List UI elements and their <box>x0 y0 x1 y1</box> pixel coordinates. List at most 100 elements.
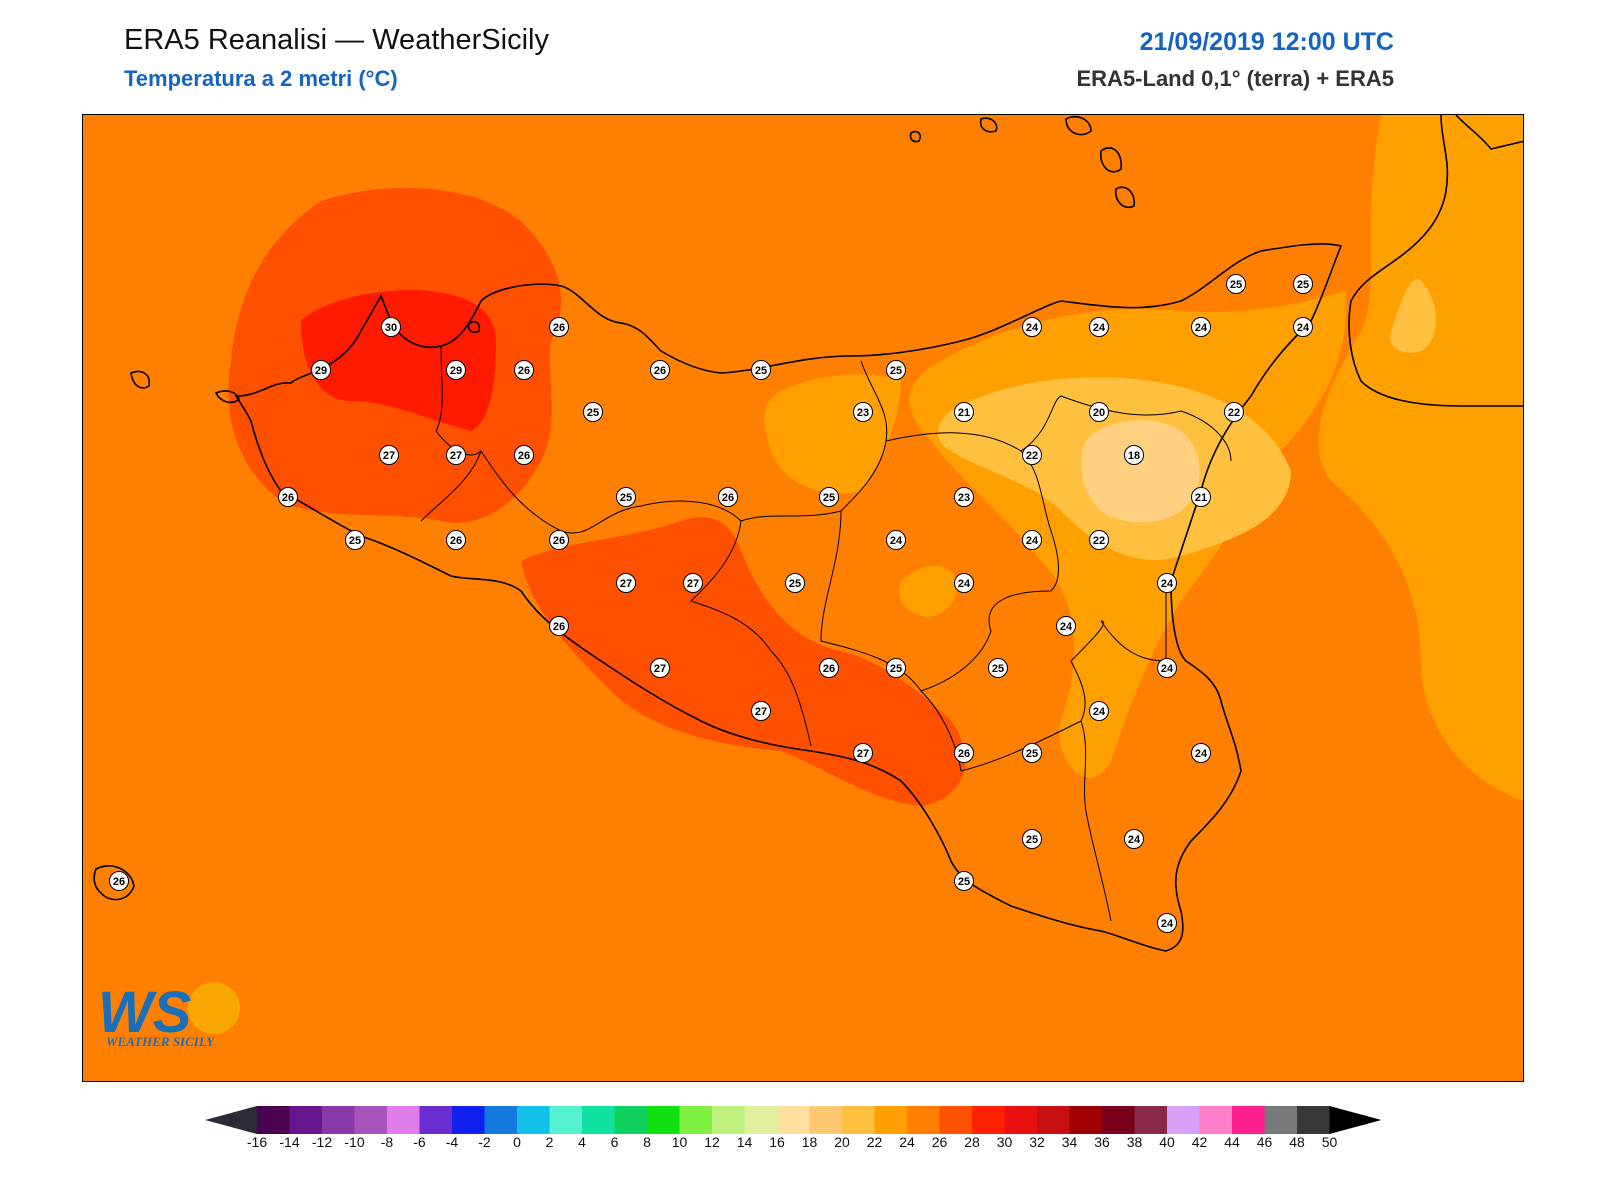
colorbar-tick-label: -4 <box>445 1134 459 1150</box>
border-agrigento-caltanissetta <box>690 520 812 747</box>
colorbar-segment <box>939 1106 973 1134</box>
station-value: 22 <box>1228 407 1240 419</box>
station-dot <box>1124 829 1144 849</box>
station-value: 24 <box>1195 748 1208 760</box>
province-borders <box>420 345 1232 922</box>
station-marker: 24 <box>1191 743 1211 763</box>
colorbar-tick-label: 14 <box>736 1134 753 1150</box>
colorbar-segment <box>614 1106 648 1134</box>
station-marker: 27 <box>616 573 636 593</box>
station-marker: 22 <box>1224 402 1244 422</box>
colorbar-tick-label: 12 <box>704 1134 720 1150</box>
station-value: 25 <box>349 535 361 547</box>
station-marker: 26 <box>819 658 839 678</box>
colorbar-segment <box>777 1106 810 1134</box>
station-dot <box>1056 616 1076 636</box>
station-dot <box>583 402 603 422</box>
station-marker: 26 <box>446 530 466 550</box>
station-value: 24 <box>1161 663 1174 675</box>
station-marker: 25 <box>785 573 805 593</box>
colorbar-tick-label: 50 <box>1321 1134 1338 1150</box>
colorbar-tick-label: 18 <box>801 1134 818 1150</box>
station-marker: 27 <box>683 573 703 593</box>
station-marker: 25 <box>751 360 771 380</box>
station-value: 24 <box>1161 918 1174 930</box>
colorbar-segment <box>1199 1106 1233 1134</box>
station-value: 27 <box>654 663 666 675</box>
station-dot <box>1224 402 1244 422</box>
station-dot <box>1022 743 1042 763</box>
station-marker: 24 <box>1293 317 1313 337</box>
map-canvas: 30 29 29 26 26 25 26 25 25 27 27 26 26 25 26 26 25 26 25 23… <box>93 115 1523 952</box>
station-marker: 25 <box>988 658 1008 678</box>
logo-graphic: WS WEATHER SICILY <box>98 980 240 1049</box>
station-marker: 26 <box>278 487 298 507</box>
colorbar-segment <box>647 1106 680 1134</box>
station-value: 25 <box>890 663 902 675</box>
station-dot <box>1226 274 1246 294</box>
station-value: 25 <box>1026 748 1038 760</box>
egadi-island-2 <box>214 390 240 404</box>
station-dot <box>954 487 974 507</box>
station-dot <box>718 487 738 507</box>
station-marker: 27 <box>751 701 771 721</box>
fill-20-22-sea <box>1390 279 1436 353</box>
station-value: 25 <box>958 876 970 888</box>
colorbar-tick-label: -2 <box>478 1134 491 1150</box>
station-marker: 26 <box>954 743 974 763</box>
border-messina-catania <box>1020 395 1232 462</box>
station-marker: 25 <box>1022 743 1042 763</box>
lipari-island <box>1100 147 1122 173</box>
station-value: 26 <box>113 876 125 888</box>
station-marker: 24 <box>1157 573 1177 593</box>
vulcano-island <box>1114 186 1136 208</box>
logo-text: WEATHER SICILY <box>106 1034 215 1049</box>
station-dot <box>549 616 569 636</box>
station-marker: 25 <box>1293 274 1313 294</box>
station-value: 26 <box>518 450 530 462</box>
station-dot <box>954 573 974 593</box>
station-value: 26 <box>553 322 565 334</box>
station-value: 27 <box>687 578 699 590</box>
station-value: 25 <box>890 365 902 377</box>
station-value: 29 <box>450 365 462 377</box>
temperature-map: 30 29 29 26 26 25 26 25 25 27 27 26 26 25 26 26 25 26 25 23… <box>82 114 1524 1082</box>
station-value: 24 <box>1195 322 1208 334</box>
station-marker: 26 <box>109 871 129 891</box>
station-value: 25 <box>1230 279 1242 291</box>
station-value: 23 <box>857 407 869 419</box>
colorbar-tick-label: 24 <box>899 1134 915 1150</box>
station-marker: 25 <box>886 658 906 678</box>
fill-18-20-etna-summit <box>1081 420 1200 523</box>
station-marker: 24 <box>886 530 906 550</box>
station-marker: 25 <box>954 871 974 891</box>
border-ragusa-siracusa <box>1080 720 1112 922</box>
station-dot <box>1022 445 1042 465</box>
station-dot <box>1191 487 1211 507</box>
station-dot <box>1089 317 1109 337</box>
station-dot <box>311 360 331 380</box>
colorbar-segment <box>484 1106 518 1134</box>
colorbar-tick-label: -10 <box>344 1134 365 1150</box>
alicudi-island <box>909 130 922 143</box>
station-dot <box>1293 317 1313 337</box>
station-marker: 18 <box>1124 445 1144 465</box>
station-value: 27 <box>450 450 462 462</box>
station-dot <box>886 530 906 550</box>
colorbar-tick-label: -16 <box>246 1134 268 1150</box>
station-value: 26 <box>654 365 666 377</box>
colorbar-segment <box>744 1106 778 1134</box>
station-value: 20 <box>1093 407 1105 419</box>
pantelleria-island <box>93 865 135 901</box>
station-marker: 24 <box>954 573 974 593</box>
station-value: 23 <box>958 492 970 504</box>
station-marker: 25 <box>616 487 636 507</box>
station-markers: 30 29 29 26 26 25 26 25 25 27 27 26 26 25 26 26 25 26 25 23… <box>109 274 1313 933</box>
station-dot <box>549 530 569 550</box>
station-dot <box>819 487 839 507</box>
station-dot <box>1157 658 1177 678</box>
station-marker: 26 <box>549 317 569 337</box>
station-dot <box>1022 829 1042 849</box>
station-dot <box>446 445 466 465</box>
colorbar-tick-label: 46 <box>1256 1134 1273 1150</box>
